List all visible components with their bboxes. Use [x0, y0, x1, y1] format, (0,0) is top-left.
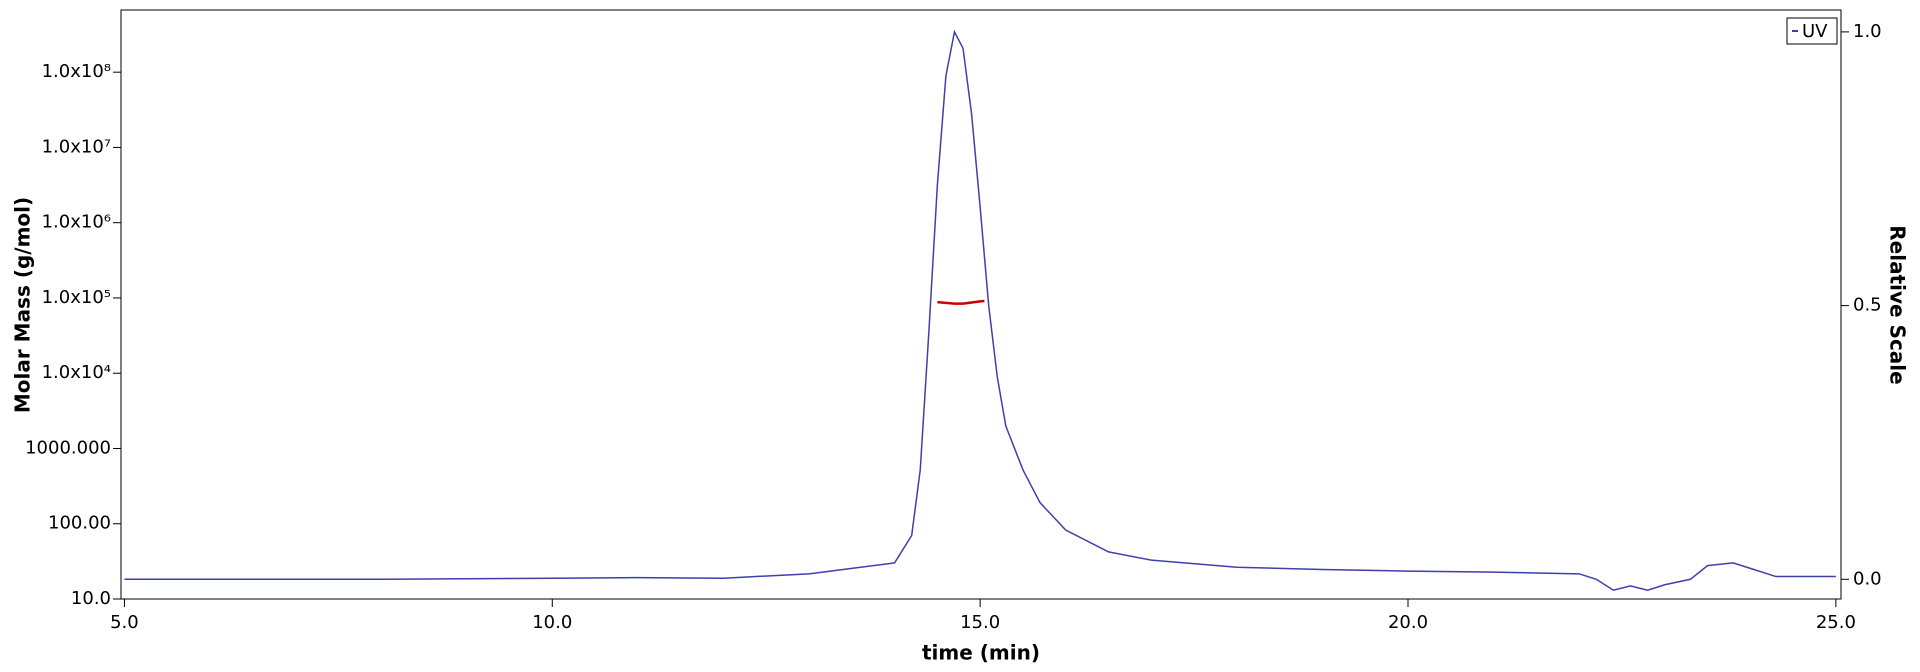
- x-axis-label: time (min): [922, 641, 1040, 665]
- plot-frame: [120, 9, 1842, 600]
- y-tick-label: 1.0x10⁷: [42, 136, 111, 157]
- y-tick-label: 1.0x10⁸: [42, 61, 111, 82]
- y-tick-label: 1.0x10⁶: [42, 212, 111, 233]
- y2-tick-label: 1.0: [1853, 21, 1882, 42]
- series-line: [937, 299, 985, 305]
- y2-axis-label: Relative Scale: [1886, 225, 1910, 384]
- series-line: [124, 29, 1836, 592]
- y-tick-label: 1.0x10⁴: [42, 362, 111, 383]
- y-tick-label: 10.0: [71, 588, 111, 609]
- x-tick-label: 25.0: [1816, 612, 1856, 633]
- legend-label: UV: [1802, 21, 1828, 42]
- x-tick-label: 20.0: [1388, 612, 1428, 633]
- x-tick-label: 10.0: [532, 612, 572, 633]
- x-tick-label: 15.0: [960, 612, 1000, 633]
- y2-tick-label: 0.0: [1853, 568, 1882, 589]
- y-axis-label: Molar Mass (g/mol): [11, 197, 35, 413]
- y-tick-label: 1000.000: [25, 437, 111, 458]
- y-tick-label: 100.00: [48, 513, 111, 534]
- y-tick-label: 1.0x10⁵: [42, 287, 111, 308]
- x-tick-label: 5.0: [110, 612, 139, 633]
- y2-tick-label: 0.5: [1853, 295, 1882, 316]
